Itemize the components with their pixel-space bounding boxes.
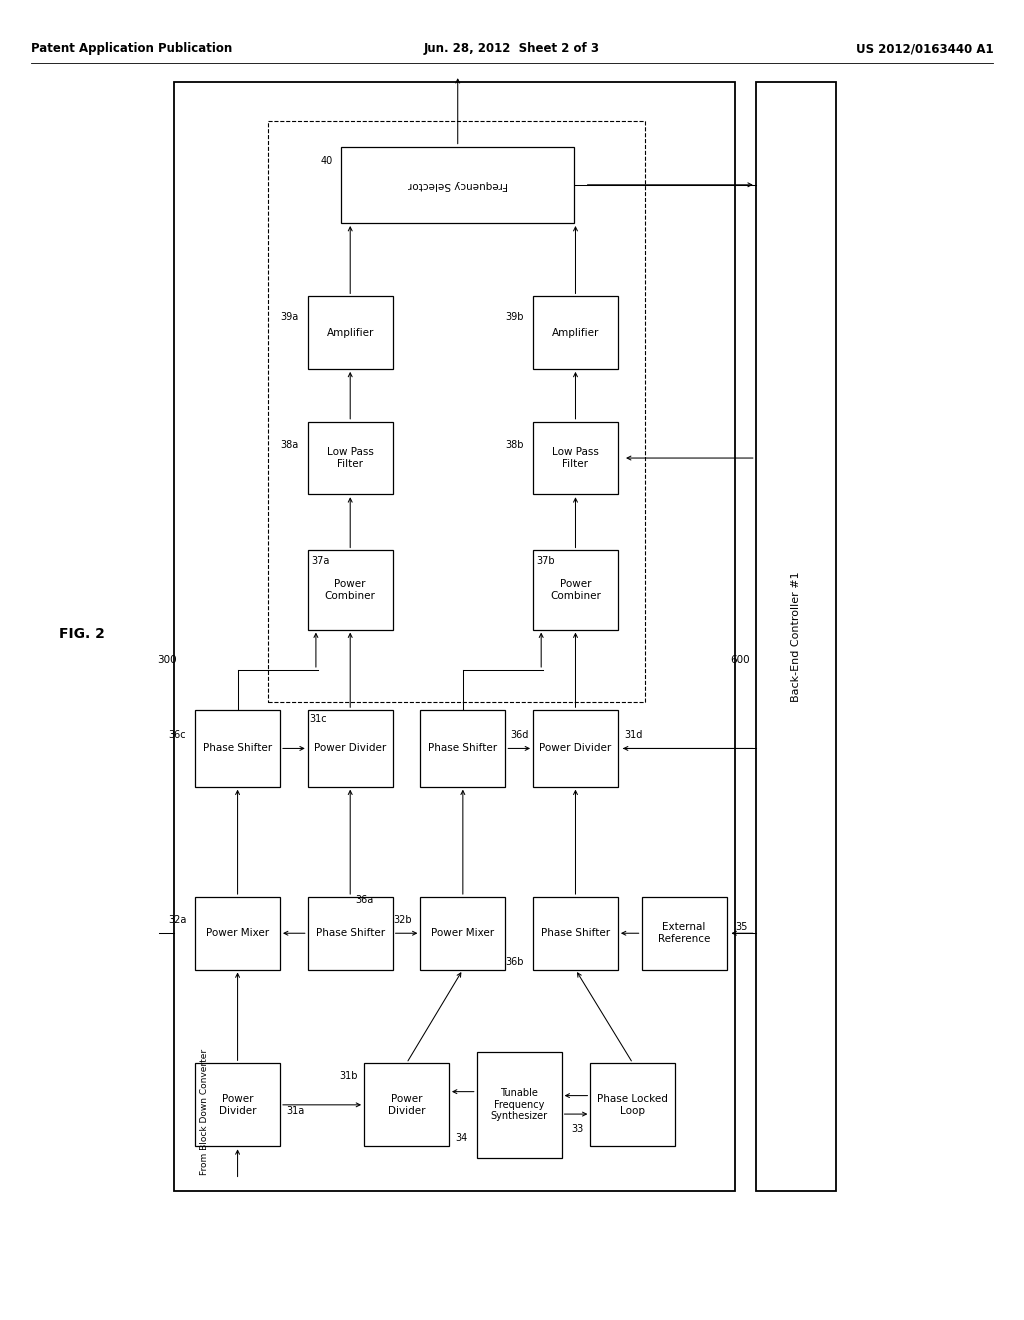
Text: 600: 600 bbox=[730, 655, 750, 665]
FancyBboxPatch shape bbox=[308, 898, 393, 969]
Text: 36d: 36d bbox=[510, 730, 528, 741]
FancyBboxPatch shape bbox=[421, 898, 506, 969]
Text: US 2012/0163440 A1: US 2012/0163440 A1 bbox=[856, 42, 993, 55]
Text: FIG. 2: FIG. 2 bbox=[59, 627, 104, 640]
Text: 32b: 32b bbox=[393, 915, 412, 925]
FancyBboxPatch shape bbox=[590, 1064, 676, 1146]
Text: 32a: 32a bbox=[168, 915, 186, 925]
Text: Phase Shifter: Phase Shifter bbox=[315, 928, 385, 939]
FancyBboxPatch shape bbox=[421, 710, 506, 787]
Text: Low Pass
Filter: Low Pass Filter bbox=[552, 447, 599, 469]
Text: 38b: 38b bbox=[506, 440, 524, 450]
FancyBboxPatch shape bbox=[308, 421, 393, 494]
FancyBboxPatch shape bbox=[534, 296, 618, 368]
Text: Power Mixer: Power Mixer bbox=[431, 928, 495, 939]
Text: Phase Shifter: Phase Shifter bbox=[203, 743, 272, 754]
FancyBboxPatch shape bbox=[534, 710, 618, 787]
FancyBboxPatch shape bbox=[341, 147, 574, 223]
Text: Jun. 28, 2012  Sheet 2 of 3: Jun. 28, 2012 Sheet 2 of 3 bbox=[424, 42, 600, 55]
Text: 300: 300 bbox=[157, 655, 177, 665]
Text: Power
Combiner: Power Combiner bbox=[550, 579, 601, 601]
FancyBboxPatch shape bbox=[308, 710, 393, 787]
FancyBboxPatch shape bbox=[534, 550, 618, 630]
Text: 40: 40 bbox=[321, 156, 333, 166]
Text: 31a: 31a bbox=[287, 1106, 305, 1117]
Text: 37a: 37a bbox=[311, 556, 330, 566]
Text: 36a: 36a bbox=[355, 895, 374, 906]
Text: 39a: 39a bbox=[281, 312, 299, 322]
Text: Amplifier: Amplifier bbox=[327, 327, 374, 338]
Text: 33: 33 bbox=[571, 1123, 584, 1134]
Text: Tunable
Frequency
Synthesizer: Tunable Frequency Synthesizer bbox=[490, 1088, 548, 1122]
Text: Phase Locked
Loop: Phase Locked Loop bbox=[597, 1094, 669, 1115]
FancyBboxPatch shape bbox=[534, 898, 618, 969]
Text: 39b: 39b bbox=[506, 312, 524, 322]
Text: Power
Divider: Power Divider bbox=[388, 1094, 425, 1115]
Text: Back-End Controller #1: Back-End Controller #1 bbox=[791, 572, 801, 701]
Text: 36c: 36c bbox=[169, 730, 186, 741]
Text: 34: 34 bbox=[456, 1133, 468, 1143]
Text: Power Mixer: Power Mixer bbox=[206, 928, 269, 939]
Text: 31d: 31d bbox=[625, 730, 643, 741]
FancyBboxPatch shape bbox=[534, 421, 618, 494]
Text: From Block Down Converter: From Block Down Converter bbox=[201, 1048, 209, 1175]
FancyBboxPatch shape bbox=[477, 1052, 561, 1158]
Text: Power
Combiner: Power Combiner bbox=[325, 579, 376, 601]
FancyBboxPatch shape bbox=[365, 1064, 450, 1146]
Text: External
Reference: External Reference bbox=[657, 923, 711, 944]
FancyBboxPatch shape bbox=[308, 296, 393, 368]
Text: 38a: 38a bbox=[281, 440, 299, 450]
Text: 37b: 37b bbox=[537, 556, 555, 566]
FancyBboxPatch shape bbox=[195, 898, 281, 969]
Text: Patent Application Publication: Patent Application Publication bbox=[31, 42, 232, 55]
Text: Amplifier: Amplifier bbox=[552, 327, 599, 338]
FancyBboxPatch shape bbox=[195, 710, 281, 787]
Text: 35: 35 bbox=[735, 921, 748, 932]
Text: Power Divider: Power Divider bbox=[540, 743, 611, 754]
Text: Power Divider: Power Divider bbox=[314, 743, 386, 754]
Text: Frequency Selector: Frequency Selector bbox=[408, 180, 508, 190]
Text: 36b: 36b bbox=[506, 957, 524, 968]
Text: Low Pass
Filter: Low Pass Filter bbox=[327, 447, 374, 469]
Text: Phase Shifter: Phase Shifter bbox=[428, 743, 498, 754]
Text: 31b: 31b bbox=[339, 1071, 357, 1081]
FancyBboxPatch shape bbox=[641, 898, 727, 969]
Text: Phase Shifter: Phase Shifter bbox=[541, 928, 610, 939]
Text: 31c: 31c bbox=[309, 714, 327, 725]
Text: Power
Divider: Power Divider bbox=[219, 1094, 256, 1115]
FancyBboxPatch shape bbox=[195, 1064, 281, 1146]
FancyBboxPatch shape bbox=[308, 550, 393, 630]
